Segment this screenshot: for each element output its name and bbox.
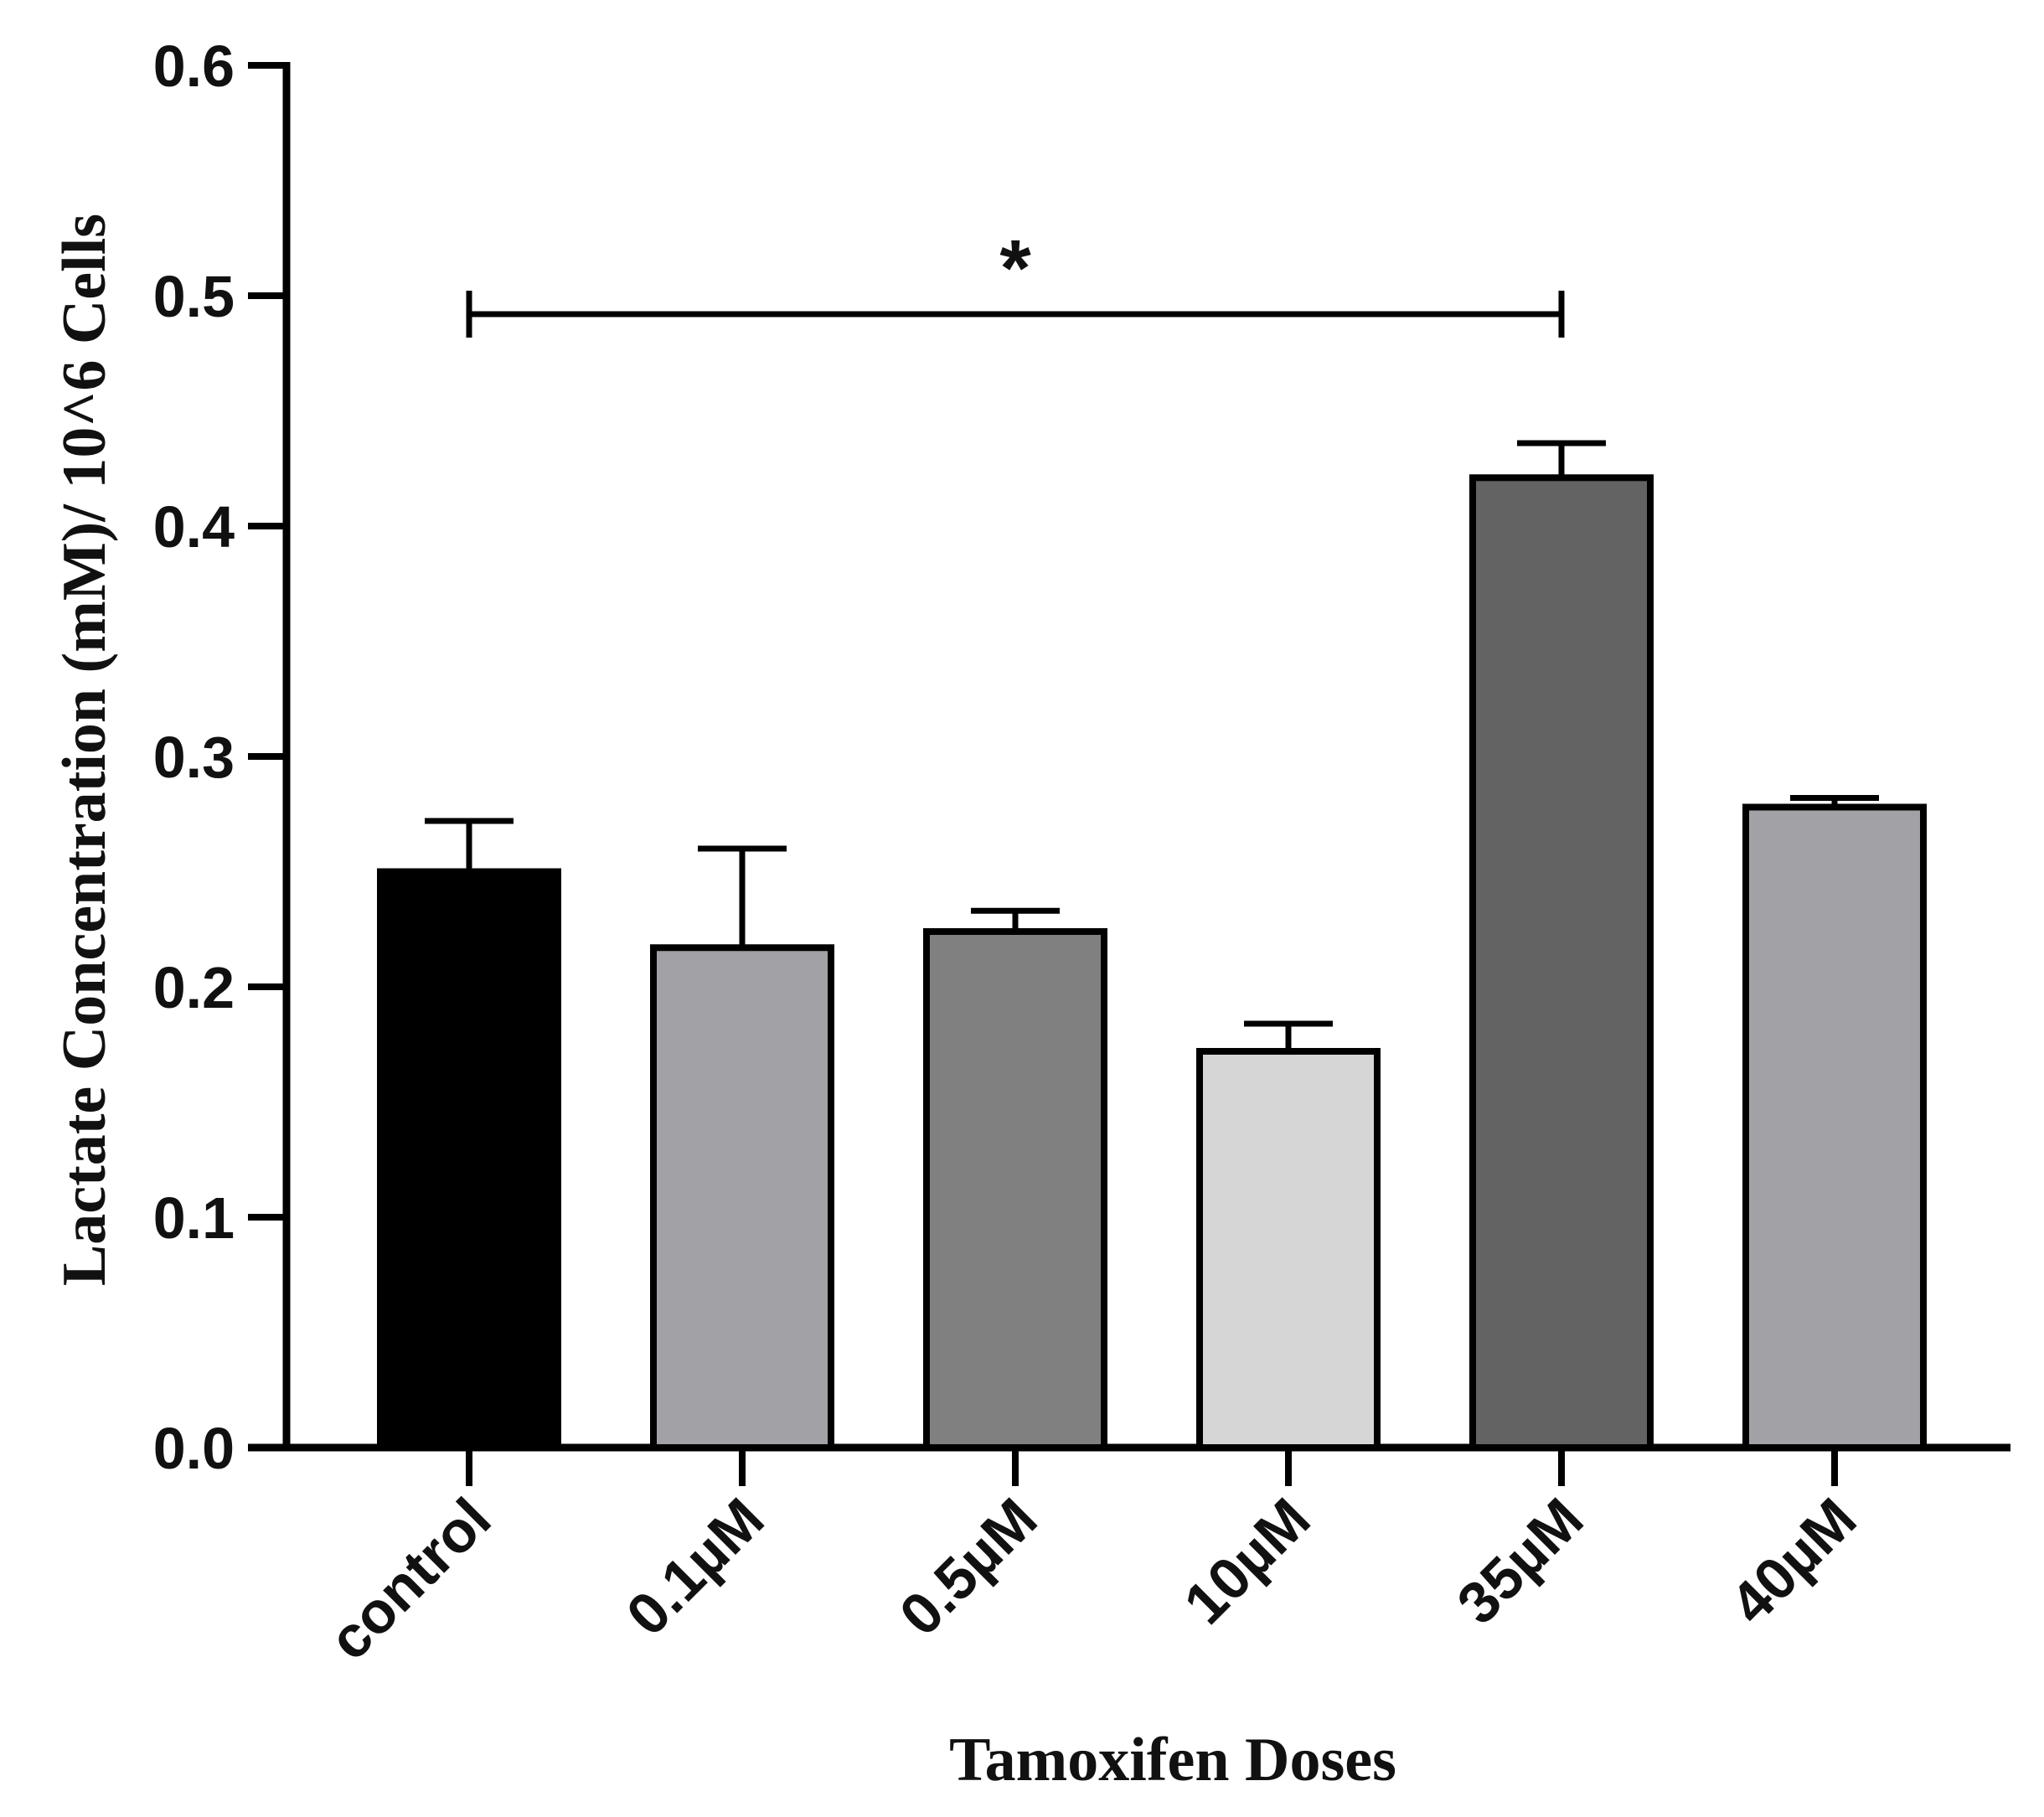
bar-6: [1742, 803, 1927, 1451]
x-axis-title: Tamoxifen Doses: [949, 1726, 1396, 1794]
bar-4: [1196, 1048, 1381, 1451]
bar-1: [377, 868, 561, 1451]
x-tick-label: 40µM: [1718, 1485, 1869, 1636]
x-tick-label: 10µM: [1172, 1485, 1323, 1636]
bar-2: [650, 944, 834, 1451]
x-tick-label: control: [317, 1485, 503, 1672]
x-tick-label: 0.1µM: [614, 1485, 777, 1648]
y-tick-label: 0.5: [153, 264, 235, 329]
y-tick-label: 0.1: [153, 1185, 235, 1251]
y-tick-label: 0.2: [153, 955, 235, 1020]
x-tick-label: 35µM: [1445, 1485, 1596, 1636]
bar-5: [1469, 474, 1654, 1451]
y-tick-label: 0.6: [153, 34, 235, 99]
y-tick-label: 0.4: [153, 494, 235, 560]
y-tick-label: 0.3: [153, 725, 235, 790]
y-axis-title: Lactate Concentration (mM)/ 10^6 Cells: [50, 214, 119, 1286]
bars: [377, 474, 1927, 1451]
significance-bracket: *: [466, 224, 1565, 338]
x-tick-label: 0.5µM: [887, 1485, 1050, 1648]
error-bars: [425, 440, 1879, 1051]
bar-3: [923, 928, 1107, 1451]
y-tick-label: 0.0: [153, 1416, 235, 1481]
significance-star: *: [999, 224, 1031, 313]
